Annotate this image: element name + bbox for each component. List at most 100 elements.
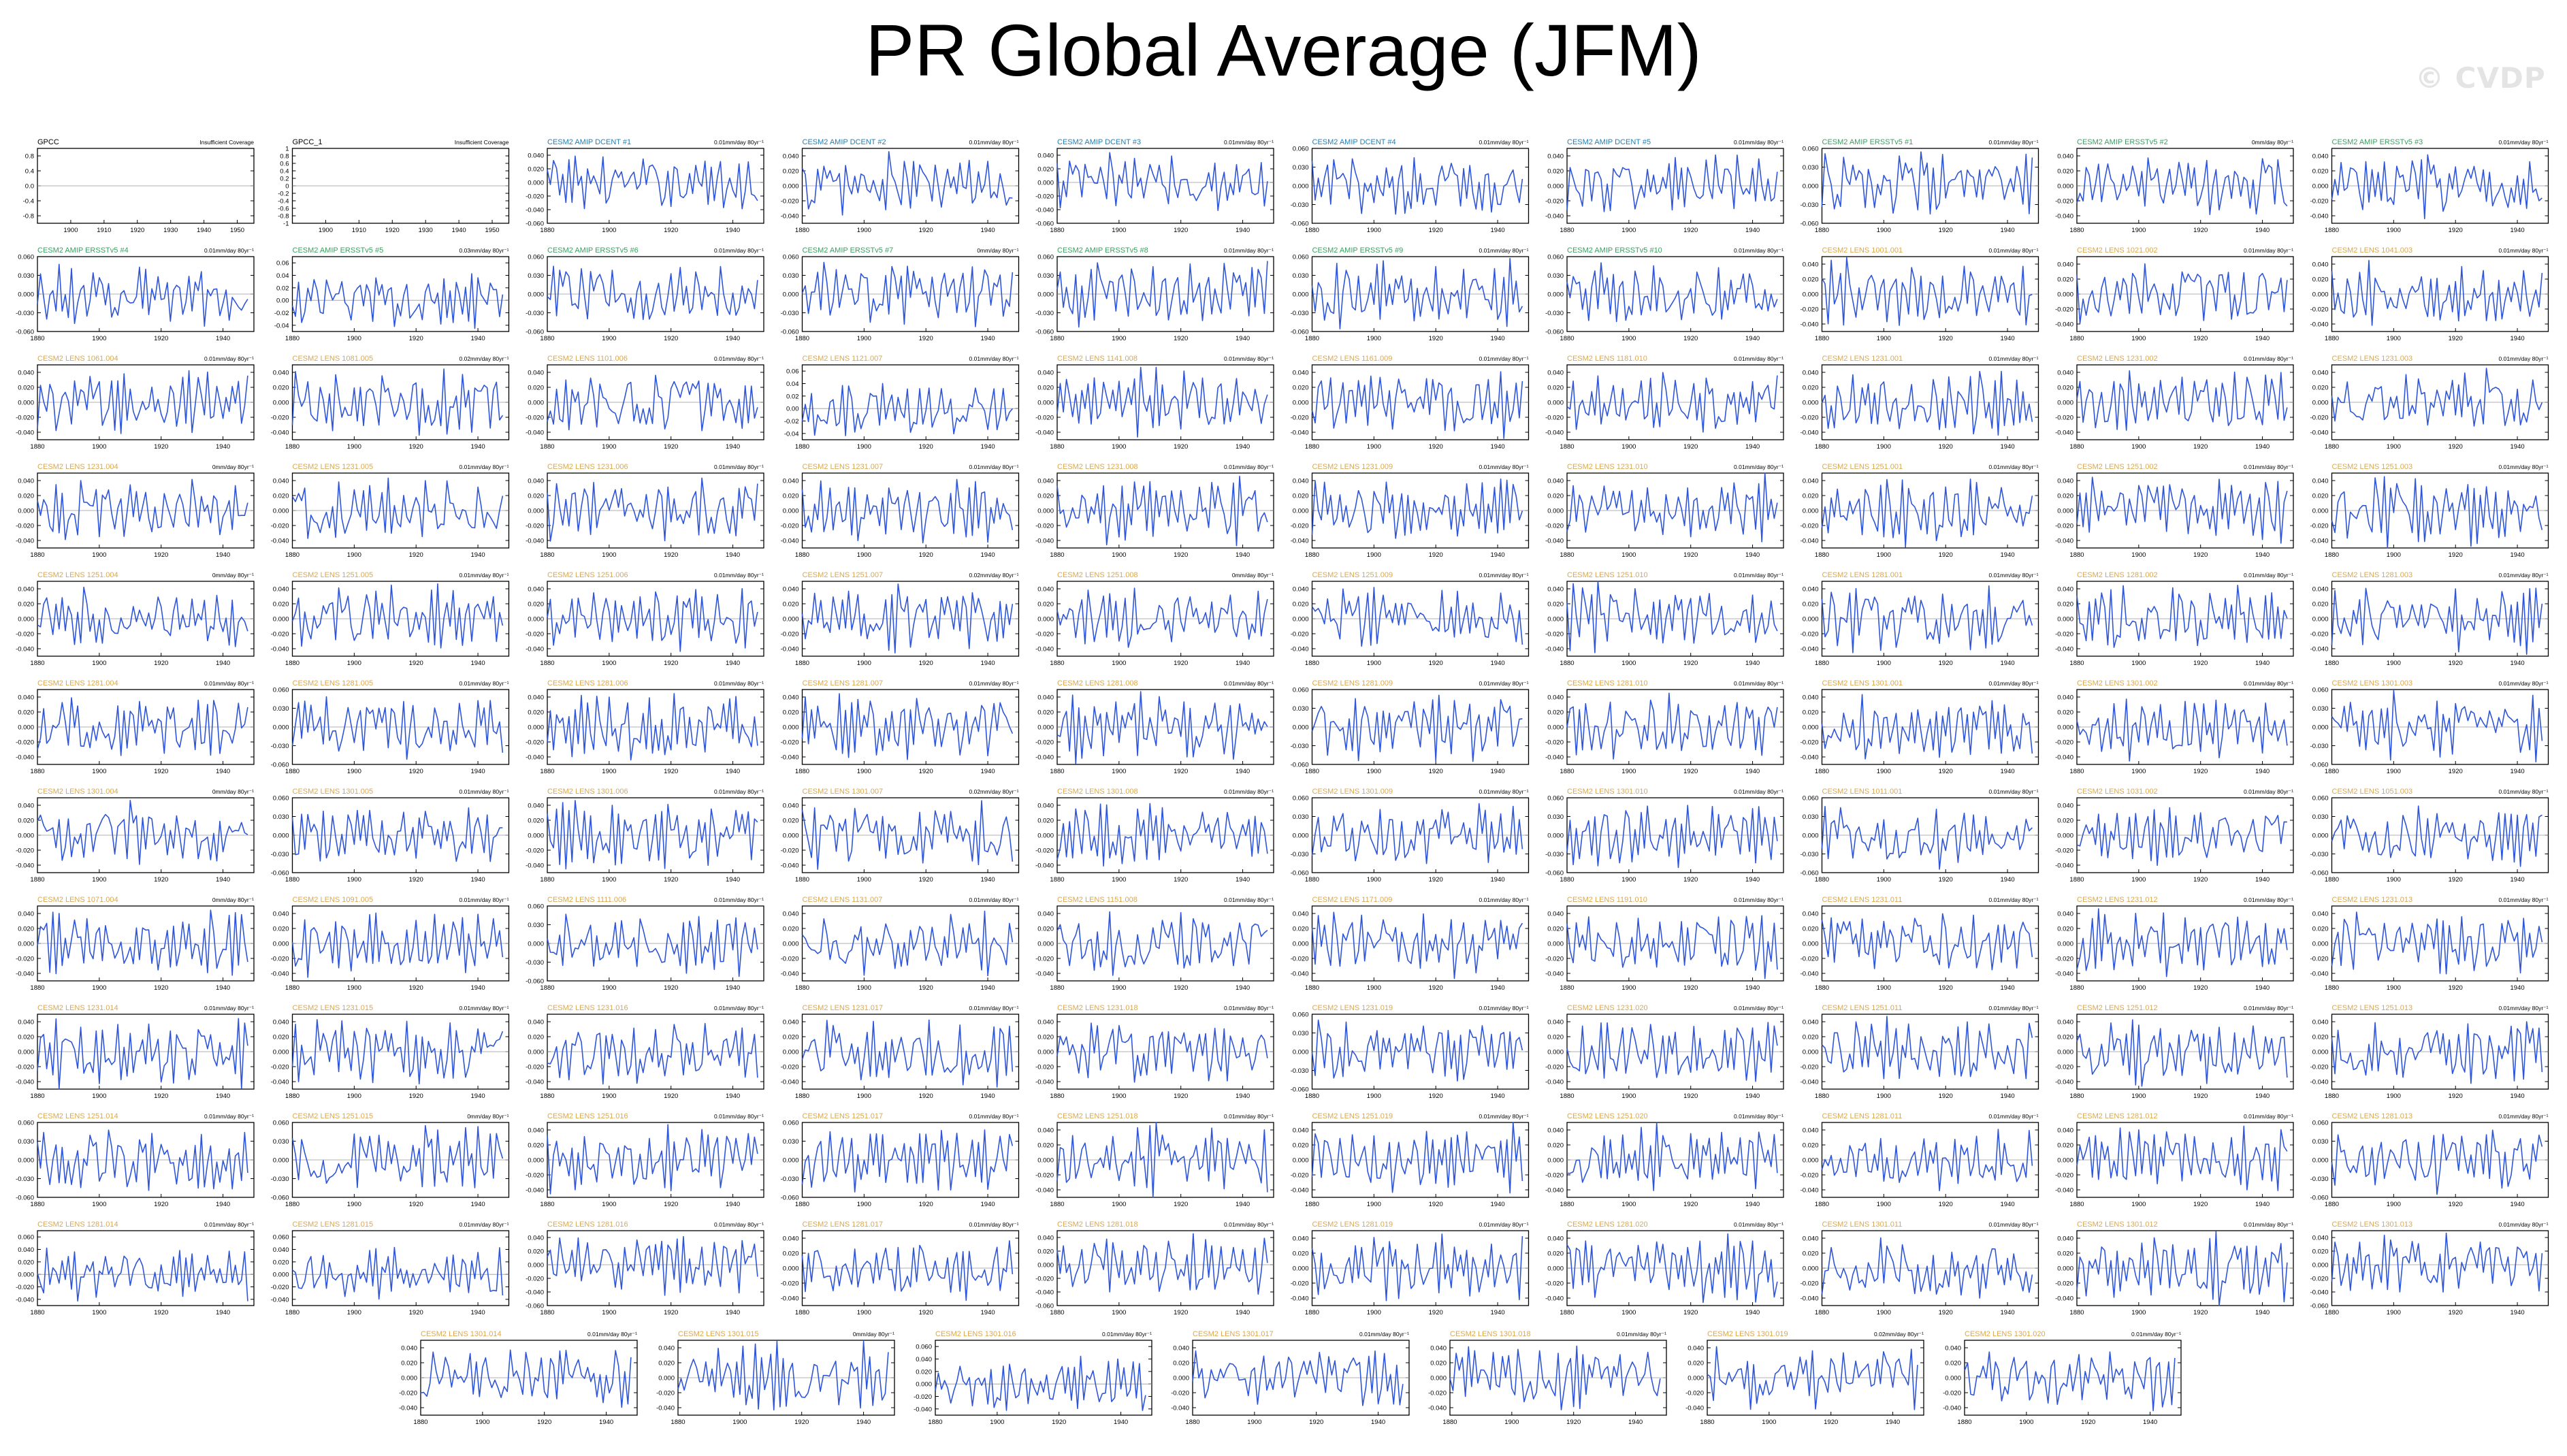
panel-title: CESM2 LENS 1301.015: [678, 1330, 759, 1338]
trend-note: 0.01mm/day 80yr⁻¹: [1224, 788, 1274, 795]
panel-title: CESM2 AMIP DCENT #2: [803, 138, 886, 146]
trend-note: 0.01mm/day 80yr⁻¹: [1617, 1331, 1666, 1338]
panel: CESM2 LENS 1231.014 0.01mm/day 80yr⁻¹0.04…: [16, 1004, 255, 1100]
y-tick-label: -0.040: [781, 1079, 799, 1086]
series-line: [1311, 1122, 1523, 1194]
y-tick-label: -0.020: [16, 847, 34, 855]
y-tick-label: -0.020: [1801, 956, 1819, 963]
y-tick-label: -0.020: [271, 631, 289, 638]
y-tick-label: 0.020: [1803, 926, 1819, 933]
y-tick-label: 0.040: [1688, 1345, 1704, 1353]
y-tick-label: -0.060: [2310, 1195, 2329, 1202]
x-tick-label: 1900: [1112, 335, 1126, 342]
panel-title: CESM2 LENS 1151.008: [1057, 896, 1137, 904]
y-tick-label: 0.040: [528, 1127, 544, 1135]
y-tick-label: 0.040: [783, 694, 799, 702]
series-line: [1311, 1233, 1523, 1301]
y-tick-label: 0.000: [1547, 832, 1564, 840]
y-tick-label: 0.030: [2312, 1138, 2329, 1146]
y-tick-label: 0.020: [1037, 818, 1054, 825]
y-tick-label: -0.040: [781, 213, 799, 221]
y-tick-label: 0.040: [273, 1246, 289, 1254]
y-tick-label: 0.000: [783, 724, 799, 732]
y-tick-label: -0.02: [274, 310, 289, 317]
y-tick-label: -0.040: [2055, 321, 2073, 329]
x-tick-label: 1880: [1560, 1309, 1574, 1316]
x-tick-label: 1920: [1939, 1093, 1953, 1100]
x-tick-label: 1930: [419, 227, 433, 234]
y-tick-label: 0.020: [2057, 709, 2073, 717]
panel-title: CESM2 LENS 1231.007: [803, 463, 884, 471]
x-tick-label: 1920: [919, 1093, 933, 1100]
y-tick-label: 0.000: [1803, 832, 1819, 840]
x-tick-label: 1880: [1305, 335, 1319, 342]
y-tick-label: -0.020: [1291, 956, 1309, 963]
series-line: [1056, 152, 1268, 212]
x-tick-label: 1940: [216, 1201, 230, 1208]
x-tick-label: 1880: [2325, 335, 2339, 342]
panel-title: CESM2 LENS 1251.015: [293, 1112, 374, 1120]
y-tick-label: 0.020: [2312, 168, 2329, 176]
y-tick-label: -0.030: [526, 310, 544, 317]
panel-title: GPCC: [37, 138, 59, 146]
y-tick-label: 0.020: [2312, 493, 2329, 500]
x-tick-label: 1920: [919, 551, 933, 559]
y-tick-label: 0.020: [528, 709, 544, 717]
panel-title: CESM2 LENS 1181.010: [1567, 355, 1647, 363]
y-tick-label: 0.060: [528, 903, 544, 911]
series-line: [2076, 807, 2287, 867]
x-tick-label: 1920: [1939, 1309, 1953, 1316]
panel: CESM2 LENS 1231.002 0.01mm/day 80yr⁻¹0.04…: [2055, 355, 2294, 451]
y-tick-label: -0.040: [2310, 321, 2329, 329]
x-tick-label: 1900: [2387, 660, 2401, 667]
panel: CESM2 LENS 1281.009 0.01mm/day 80yr⁻¹0.06…: [1291, 679, 1530, 775]
panel-title: CESM2 AMIP ERSSTv5 #1: [1822, 138, 1914, 146]
trend-note: 0.01mm/day 80yr⁻¹: [1734, 139, 1783, 146]
x-tick-label: 1900: [857, 227, 871, 234]
trend-note: 0.01mm/day 80yr⁻¹: [1479, 355, 1529, 362]
y-tick-label: 0.060: [1293, 687, 1309, 694]
trend-note: 0.01mm/day 80yr⁻¹: [1989, 247, 2039, 254]
trend-note: 0.02mm/day 80yr⁻¹: [969, 572, 1019, 579]
panel-title: CESM2 LENS 1281.003: [2332, 571, 2413, 579]
x-tick-label: 1900: [1367, 1093, 1381, 1100]
x-tick-label: 1880: [2069, 1201, 2084, 1208]
y-tick-label: -0.030: [1291, 201, 1309, 209]
x-tick-label: 1920: [1429, 1309, 1443, 1316]
panel: CESM2 LENS 1281.020 0.01mm/day 80yr⁻¹0.04…: [1545, 1220, 1784, 1316]
y-tick-label: 0.030: [1293, 813, 1309, 821]
x-tick-label: 1900: [475, 1419, 489, 1426]
y-tick-label: 0.020: [528, 1142, 544, 1150]
series-line: [2331, 911, 2543, 975]
y-tick-label: 0.000: [783, 941, 799, 948]
panel: CESM2 LENS 1231.008 0.01mm/day 80yr⁻¹0.04…: [1035, 463, 1274, 559]
series-line: [677, 1340, 889, 1411]
y-tick-label: -0.060: [1291, 221, 1309, 228]
x-tick-label: 1940: [2255, 1093, 2270, 1100]
y-tick-label: -0.040: [2055, 971, 2073, 978]
x-tick-label: 1900: [347, 1309, 361, 1316]
y-tick-label: 0.000: [2057, 941, 2073, 948]
y-tick-label: 0.040: [1547, 1019, 1564, 1026]
y-tick-label: 0.4: [280, 168, 289, 176]
x-tick-label: 1940: [1236, 660, 1250, 667]
x-tick-label: 1880: [1305, 1201, 1319, 1208]
y-tick-label: 0.000: [2057, 508, 2073, 515]
panel-title: CESM2 LENS 1231.008: [1057, 463, 1138, 471]
x-tick-label: 1940: [2001, 876, 2015, 884]
x-tick-label: 1920: [1429, 227, 1443, 234]
x-tick-label: 1900: [1621, 768, 1636, 775]
panel-title: CESM2 LENS 1231.004: [37, 463, 118, 471]
x-tick-label: 1940: [2511, 1201, 2525, 1208]
y-tick-label: -0.040: [526, 1079, 544, 1086]
trend-note: 0.01mm/day 80yr⁻¹: [1734, 896, 1783, 903]
trend-note: 0.01mm/day 80yr⁻¹: [1989, 355, 2039, 362]
y-tick-label: 0.040: [18, 1246, 34, 1254]
y-tick-label: 0.000: [528, 616, 544, 624]
panel-title: CESM2 LENS 1111.006: [547, 896, 626, 904]
x-tick-label: 1920: [154, 1093, 168, 1100]
panel: CESM2 LENS 1301.013 0.01mm/day 80yr⁻¹0.04…: [2310, 1220, 2549, 1316]
x-tick-label: 1900: [1367, 1201, 1381, 1208]
panel-title: CESM2 LENS 1281.010: [1567, 679, 1648, 687]
panel-title: CESM2 LENS 1281.008: [1057, 679, 1138, 687]
